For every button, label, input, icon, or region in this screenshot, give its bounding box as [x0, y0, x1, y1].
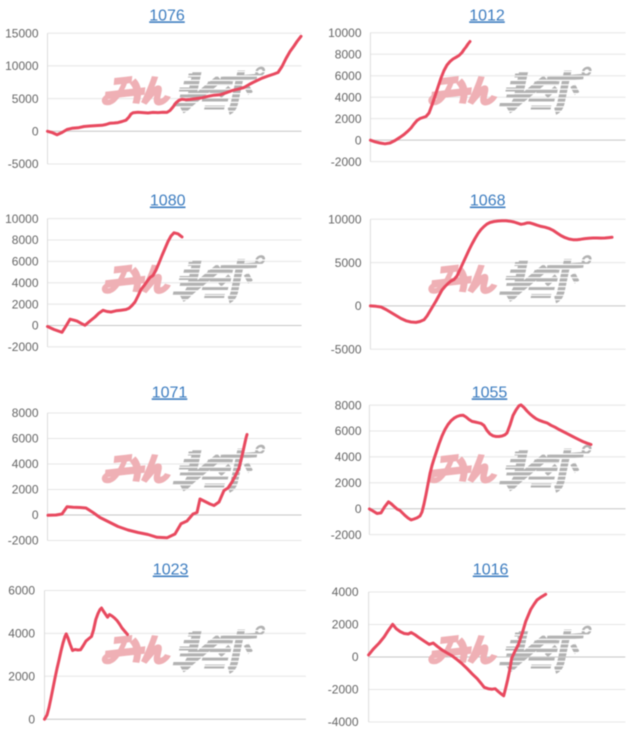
svg-text:8000: 8000 — [335, 47, 362, 61]
svg-text:2000: 2000 — [335, 476, 362, 490]
svg-text:8000: 8000 — [335, 398, 362, 412]
svg-text:1071: 1071 — [152, 384, 188, 401]
svg-text:0: 0 — [355, 133, 362, 147]
svg-text:1012: 1012 — [469, 7, 505, 24]
svg-text:6000: 6000 — [12, 432, 39, 446]
svg-text:-4000: -4000 — [328, 715, 359, 729]
svg-text:1068: 1068 — [470, 193, 506, 210]
svg-text:1023: 1023 — [153, 562, 189, 579]
svg-text:4000: 4000 — [335, 450, 362, 464]
svg-text:0: 0 — [32, 508, 39, 522]
svg-text:5000: 5000 — [12, 92, 39, 106]
svg-text:10000: 10000 — [328, 213, 362, 227]
svg-text:0: 0 — [28, 712, 35, 726]
svg-text:8000: 8000 — [12, 233, 39, 247]
svg-text:4000: 4000 — [335, 90, 362, 104]
svg-text:0: 0 — [32, 319, 39, 333]
svg-text:1055: 1055 — [472, 384, 508, 401]
svg-text:10000: 10000 — [5, 59, 39, 73]
svg-text:2000: 2000 — [12, 297, 39, 311]
svg-text:6000: 6000 — [8, 584, 35, 598]
svg-text:-5000: -5000 — [331, 342, 362, 356]
svg-text:4000: 4000 — [12, 457, 39, 471]
svg-text:-2000: -2000 — [331, 528, 362, 542]
svg-text:6000: 6000 — [12, 255, 39, 269]
svg-text:0: 0 — [32, 125, 39, 139]
svg-text:1080: 1080 — [150, 193, 186, 210]
svg-text:6000: 6000 — [335, 69, 362, 83]
svg-text:6000: 6000 — [335, 424, 362, 438]
svg-text:8000: 8000 — [12, 406, 39, 420]
svg-text:1076: 1076 — [149, 7, 185, 24]
svg-text:1016: 1016 — [473, 562, 509, 579]
svg-text:-2000: -2000 — [8, 534, 39, 548]
svg-text:-2000: -2000 — [331, 155, 362, 169]
svg-text:2000: 2000 — [332, 618, 359, 632]
svg-text:5000: 5000 — [335, 256, 362, 270]
svg-text:2000: 2000 — [8, 670, 35, 684]
svg-text:-2000: -2000 — [8, 340, 39, 354]
svg-text:-5000: -5000 — [8, 157, 39, 171]
svg-text:4000: 4000 — [12, 276, 39, 290]
svg-text:0: 0 — [355, 502, 362, 516]
svg-text:4000: 4000 — [8, 627, 35, 641]
svg-text:10000: 10000 — [328, 26, 362, 40]
svg-text:0: 0 — [352, 650, 359, 664]
svg-text:2000: 2000 — [12, 483, 39, 497]
svg-text:15000: 15000 — [5, 26, 39, 40]
svg-text:10000: 10000 — [5, 212, 39, 226]
svg-text:4000: 4000 — [332, 585, 359, 599]
svg-text:2000: 2000 — [335, 112, 362, 126]
svg-text:0: 0 — [355, 299, 362, 313]
svg-text:-2000: -2000 — [328, 683, 359, 697]
